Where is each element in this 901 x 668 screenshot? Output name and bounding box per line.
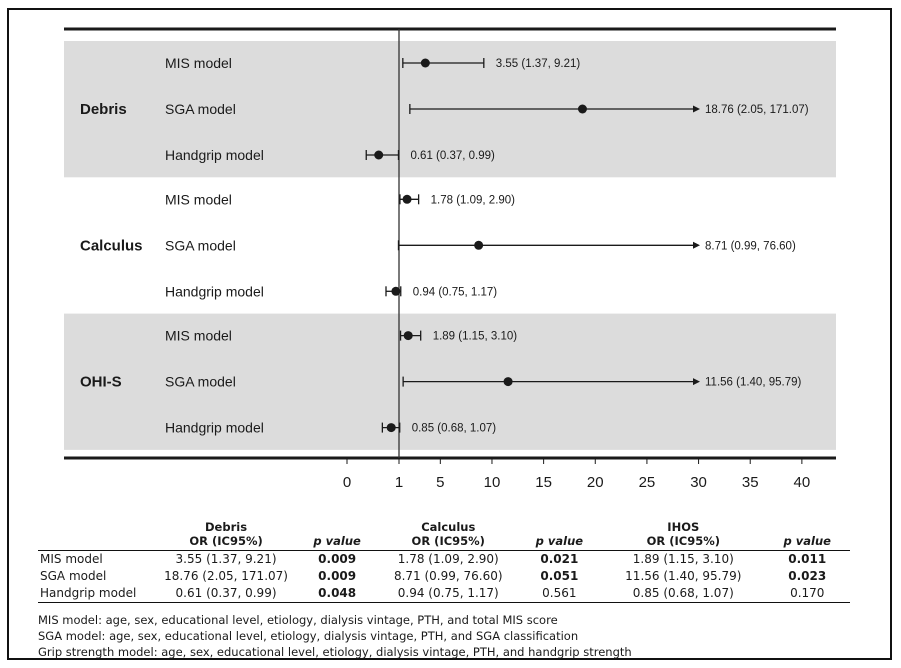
- point-estimate: [420, 58, 430, 68]
- table-row: Handgrip model 0.61 (0.37, 0.99) 0.048 0.94…: [38, 585, 850, 603]
- table-header-cell: [38, 520, 158, 551]
- table-cell: 0.009: [318, 552, 357, 566]
- x-tick-label: 1: [395, 474, 403, 491]
- table-cell: 0.021: [540, 552, 579, 566]
- table-header-row: Debris OR (IC95%) p value Calculus OR (IC95%…: [38, 520, 850, 551]
- header-or-label: OR (IC95%): [646, 534, 720, 548]
- point-estimate: [577, 104, 587, 114]
- table-cell: 0.048: [294, 585, 380, 603]
- model-note: Grip strength model: age, sex, education…: [38, 645, 632, 659]
- row-label: SGA model: [165, 101, 236, 117]
- header-group-name: IHOS: [667, 520, 700, 534]
- ci-arrow: [693, 378, 700, 386]
- estimate-label: 1.89 (1.15, 3.10): [433, 331, 518, 343]
- header-p-value: p value: [783, 534, 831, 548]
- estimate-label: 11.56 (1.40, 95.79): [705, 377, 801, 389]
- header-or-label: OR (IC95%): [189, 534, 263, 548]
- table-cell: 1.89 (1.15, 3.10): [632, 552, 734, 566]
- figure-frame: [7, 8, 892, 660]
- table-cell: 0.170: [764, 585, 850, 603]
- ci-arrow: [693, 241, 700, 249]
- point-estimate: [386, 423, 396, 433]
- model-note: MIS model: age, sex, educational level, …: [38, 613, 558, 627]
- odds-ratio-table: Debris OR (IC95%) p value Calculus OR (IC95%…: [38, 520, 850, 603]
- row-model-label: MIS model: [40, 552, 103, 566]
- row-label: Handgrip model: [165, 147, 264, 163]
- table-cell: 0.051: [540, 569, 579, 583]
- table-cell: 1.78 (1.09, 2.90): [397, 552, 499, 566]
- x-tick-label: 10: [484, 474, 501, 491]
- row-label: MIS model: [165, 328, 232, 344]
- table-cell: 0.561: [516, 585, 603, 603]
- table-cell: 0.85 (0.68, 1.07): [602, 585, 765, 603]
- x-tick-label: 25: [639, 474, 656, 491]
- row-label: SGA model: [165, 374, 236, 390]
- table-cell: 0.011: [788, 552, 827, 566]
- x-tick-label: 5: [436, 474, 444, 491]
- estimate-label: 0.94 (0.75, 1.17): [413, 286, 498, 298]
- row-model-label: Handgrip model: [38, 585, 158, 603]
- estimate-label: 0.85 (0.68, 1.07): [412, 423, 497, 435]
- row-label: SGA model: [165, 237, 236, 253]
- group-label: Calculus: [80, 237, 143, 254]
- table-cell: 0.023: [788, 569, 827, 583]
- point-estimate: [474, 240, 484, 250]
- table-cell: 0.61 (0.37, 0.99): [157, 585, 295, 603]
- point-estimate: [402, 194, 412, 204]
- header-group-name: Calculus: [421, 520, 476, 534]
- point-estimate: [503, 377, 513, 387]
- table-cell: 3.55 (1.37, 9.21): [175, 552, 277, 566]
- row-label: Handgrip model: [165, 420, 264, 436]
- estimate-label: 0.61 (0.37, 0.99): [410, 150, 495, 162]
- estimate-label: 3.55 (1.37, 9.21): [496, 58, 581, 70]
- model-notes: MIS model: age, sex, educational level, …: [38, 612, 632, 660]
- row-label: Handgrip model: [165, 283, 264, 299]
- table-header-cell: p value: [764, 520, 850, 551]
- table-cell: 0.009: [318, 569, 357, 583]
- group-label: OHI-S: [80, 374, 122, 391]
- x-tick-label: 40: [794, 474, 811, 491]
- table-header-cell: p value: [516, 520, 603, 551]
- model-note: SGA model: age, sex, educational level, …: [38, 629, 579, 643]
- table-cell: 0.94 (0.75, 1.17): [379, 585, 517, 603]
- estimate-label: 18.76 (2.05, 171.07): [705, 104, 809, 116]
- header-group-name: Debris: [205, 520, 248, 534]
- point-estimate: [403, 331, 413, 341]
- group-label: Debris: [80, 101, 127, 118]
- row-label: MIS model: [165, 55, 232, 71]
- x-tick-label: 35: [742, 474, 759, 491]
- header-p-value: p value: [535, 534, 584, 548]
- point-estimate: [374, 150, 384, 160]
- row-label: MIS model: [165, 191, 232, 207]
- estimate-label: 8.71 (0.99, 76.60): [705, 240, 796, 252]
- table-row: SGA model 18.76 (2.05, 171.07) 0.009 8.71 (…: [38, 568, 850, 585]
- x-tick-label: 15: [535, 474, 552, 491]
- table-header-cell: p value: [294, 520, 380, 551]
- table-header-cell: IHOS OR (IC95%): [602, 520, 765, 551]
- estimate-label: 1.78 (1.09, 2.90): [431, 194, 516, 206]
- table-cell: 8.71 (0.99, 76.60): [393, 569, 503, 583]
- forest-plot: Debris MIS model 3.55 (1.37, 9.21) SGA mode…: [64, 27, 836, 491]
- x-tick-label: 20: [587, 474, 604, 491]
- x-tick-label: 30: [690, 474, 707, 491]
- header-p-value: p value: [313, 534, 361, 548]
- table-header-cell: Debris OR (IC95%): [157, 520, 295, 551]
- table-header-cell: Calculus OR (IC95%): [379, 520, 517, 551]
- table-cell: 11.56 (1.40, 95.79): [625, 569, 742, 583]
- row-model-label: SGA model: [40, 569, 107, 583]
- table-cell: 18.76 (2.05, 171.07): [164, 569, 288, 583]
- x-tick-label: 0: [343, 474, 351, 491]
- point-estimate: [391, 286, 401, 296]
- table-row: MIS model 3.55 (1.37, 9.21) 0.009 1.78 (1.0…: [38, 551, 850, 569]
- header-or-label: OR (IC95%): [411, 534, 485, 548]
- ci-arrow: [693, 105, 700, 113]
